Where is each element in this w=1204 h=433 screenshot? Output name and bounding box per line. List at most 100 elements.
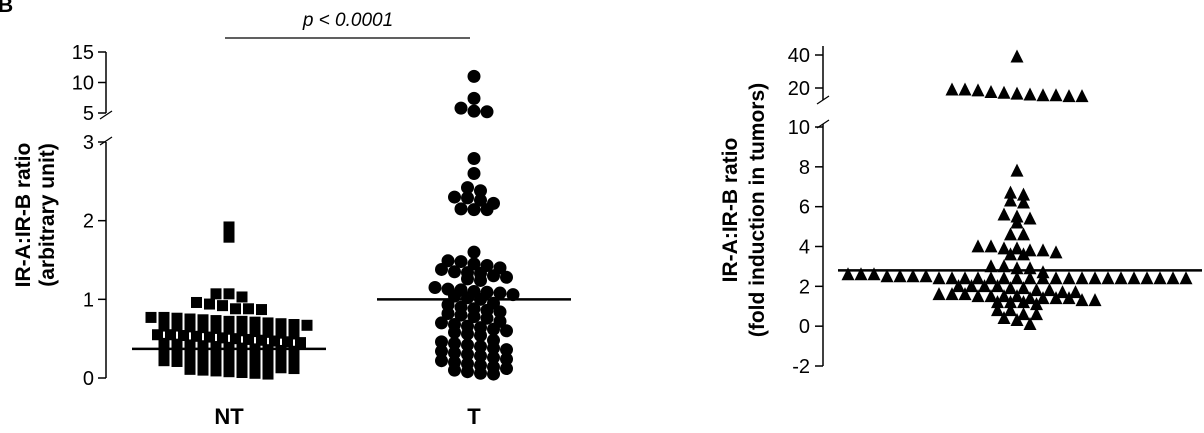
left-axis-break-mark bbox=[99, 110, 113, 120]
triangle-data-point bbox=[1004, 185, 1017, 199]
triangle-data-point bbox=[1088, 293, 1102, 307]
triangle-data-point bbox=[997, 207, 1011, 221]
nt-data-point bbox=[236, 325, 248, 337]
triangle-data-point bbox=[1036, 271, 1050, 285]
left-y-ticks: 0 1 2 3 5 10 15 bbox=[72, 42, 106, 390]
x-category-t: T bbox=[467, 404, 481, 429]
triangle-data-point bbox=[997, 289, 1011, 303]
left-y-tick-label: 10 bbox=[72, 73, 94, 95]
nt-data-point bbox=[295, 337, 306, 349]
triangle-data-point bbox=[1062, 271, 1076, 285]
x-category-nt: NT bbox=[214, 404, 244, 429]
triangle-data-point bbox=[1017, 187, 1030, 201]
triangle-data-point bbox=[1017, 195, 1030, 209]
nt-data-point bbox=[158, 311, 170, 323]
panel-label: B bbox=[0, 0, 13, 17]
triangle-data-point bbox=[1010, 215, 1024, 229]
triangle-data-point bbox=[1010, 313, 1024, 327]
triangle-data-point bbox=[984, 271, 998, 285]
nt-data-point bbox=[158, 337, 170, 349]
t-data-point bbox=[467, 203, 481, 217]
right-y-tick-label: 40 bbox=[788, 45, 810, 67]
nt-data-point bbox=[204, 298, 215, 310]
t-data-point bbox=[480, 105, 494, 119]
t-data-point bbox=[461, 291, 474, 305]
t-data-point bbox=[474, 340, 487, 354]
t-data-point bbox=[448, 363, 461, 377]
triangle-data-point bbox=[984, 84, 998, 98]
nt-data-point bbox=[158, 355, 170, 367]
nt-data-point bbox=[275, 353, 287, 365]
nt-data-point bbox=[262, 317, 274, 329]
nt-data-point bbox=[288, 328, 300, 340]
nt-data-point bbox=[210, 315, 222, 327]
nt-data-point bbox=[158, 346, 170, 358]
triangle-data-point bbox=[1004, 281, 1017, 295]
nt-data-point bbox=[223, 315, 235, 327]
t-data-point bbox=[487, 322, 500, 336]
triangle-data-point bbox=[1036, 291, 1050, 305]
triangle-data-point bbox=[1004, 193, 1017, 207]
triangle-data-point bbox=[984, 289, 998, 303]
t-data-point bbox=[474, 184, 487, 198]
t-data-point bbox=[461, 327, 474, 341]
nt-data-point bbox=[236, 291, 248, 303]
nt-data-point bbox=[210, 322, 222, 334]
nt-data-point bbox=[262, 368, 274, 380]
triangle-data-point bbox=[1017, 227, 1030, 241]
right-y-tick-label: 0 bbox=[799, 316, 810, 338]
nt-data-point bbox=[249, 360, 261, 372]
right-y-tick-label: 2 bbox=[799, 276, 810, 298]
t-data-point bbox=[506, 288, 520, 302]
nt-data-point bbox=[223, 323, 235, 335]
right-chart: -2 0 2 4 6 8 10 20 40 IR-A:IR-B ratio (fold indu… bbox=[719, 45, 1202, 378]
triangle-data-point bbox=[1075, 271, 1089, 285]
t-data-point bbox=[474, 193, 487, 207]
left-data-points bbox=[145, 69, 520, 381]
t-data-point bbox=[454, 202, 468, 216]
triangle-data-point bbox=[1075, 293, 1089, 307]
triangle-data-point bbox=[1030, 297, 1043, 311]
nt-data-point bbox=[288, 345, 300, 357]
nt-data-point bbox=[301, 319, 313, 331]
t-data-point bbox=[441, 306, 455, 320]
triangle-data-point bbox=[991, 303, 1004, 317]
triangle-data-point bbox=[1036, 243, 1050, 257]
t-data-point bbox=[448, 265, 461, 279]
nt-data-point bbox=[288, 354, 300, 366]
nt-data-point bbox=[236, 315, 248, 327]
t-data-point bbox=[461, 347, 474, 361]
nt-data-point bbox=[249, 326, 261, 338]
t-data-point bbox=[467, 69, 481, 83]
triangle-data-point bbox=[1023, 317, 1037, 331]
t-data-point bbox=[435, 262, 448, 276]
nt-data-point bbox=[262, 361, 274, 373]
triangle-data-point bbox=[1010, 271, 1024, 285]
nt-data-point bbox=[217, 300, 228, 312]
t-data-point bbox=[448, 346, 461, 360]
t-data-point bbox=[448, 336, 461, 350]
left-median-lines bbox=[132, 298, 571, 351]
t-data-point bbox=[454, 308, 468, 322]
triangle-data-point bbox=[1023, 271, 1037, 285]
nt-data-point bbox=[184, 363, 196, 375]
nt-data-point bbox=[191, 330, 202, 342]
t-data-point bbox=[493, 305, 507, 319]
t-data-point bbox=[461, 365, 474, 379]
triangle-data-point bbox=[1010, 163, 1024, 177]
right-data-points bbox=[841, 49, 1193, 331]
nt-data-point bbox=[204, 331, 215, 343]
nt-data-point bbox=[236, 359, 248, 371]
right-y-tick-label: -2 bbox=[792, 356, 810, 378]
nt-data-point bbox=[223, 221, 235, 233]
t-data-point bbox=[474, 273, 487, 287]
triangle-data-point bbox=[1088, 271, 1102, 285]
triangle-data-point bbox=[1101, 271, 1115, 285]
nt-data-point bbox=[236, 351, 248, 363]
nt-data-point bbox=[223, 341, 235, 353]
nt-data-point bbox=[262, 326, 274, 338]
triangle-data-point bbox=[1166, 271, 1180, 285]
nt-data-point bbox=[256, 304, 267, 316]
t-data-point bbox=[435, 335, 448, 349]
t-data-point bbox=[500, 324, 513, 338]
